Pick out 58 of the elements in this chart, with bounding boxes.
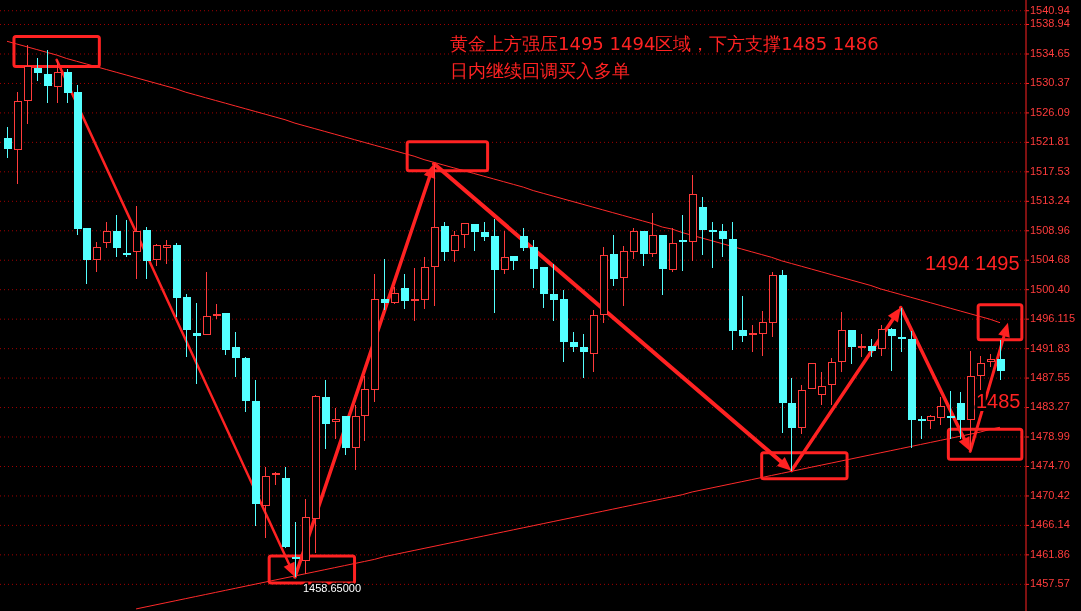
candlestick — [122, 219, 131, 258]
y-tick-label: 1513.24 — [1030, 194, 1070, 207]
candlestick — [92, 241, 101, 274]
y-tick-label: 1461.86 — [1030, 547, 1070, 560]
candlestick — [291, 521, 300, 578]
y-tick-label: 1483.27 — [1030, 400, 1070, 413]
y-tick-label: 1538.94 — [1030, 17, 1070, 30]
y-tick-label: 1521.81 — [1030, 135, 1070, 148]
candlestick — [112, 214, 121, 258]
y-tick-label: 1491.83 — [1030, 341, 1070, 354]
y-tick-label: 1466.14 — [1030, 518, 1070, 531]
text: 黄金上方强压1495 1494区域，下方支撑1485 1486 — [450, 33, 879, 54]
candlestick — [678, 213, 687, 272]
candlestick — [3, 125, 12, 159]
annotation: 1458.65000 — [302, 581, 362, 594]
y-tick-label: 1474.70 — [1030, 459, 1070, 472]
candlestick — [867, 337, 876, 358]
y-tick-label: 1526.09 — [1030, 105, 1070, 118]
candlestick — [450, 229, 459, 263]
candlestick — [996, 339, 1005, 382]
y-tick-label: 1457.57 — [1030, 577, 1070, 590]
candlestick — [500, 229, 509, 275]
candlestick — [857, 332, 866, 358]
candlestick — [827, 357, 836, 406]
candlestick — [43, 49, 52, 104]
text: 日内继续回调买入多单 — [450, 60, 630, 81]
y-tick-label: 1487.55 — [1030, 371, 1070, 383]
y-tick-label: 1540.94 — [1030, 3, 1070, 16]
candlestick — [579, 332, 588, 380]
candlestick — [380, 257, 389, 311]
candlestick — [847, 328, 856, 365]
candlestick — [132, 205, 141, 281]
candlestick — [976, 355, 985, 391]
candlestick — [400, 273, 409, 310]
y-tick-label: 1534.65 — [1030, 46, 1070, 59]
annotation: 1494 1495 — [925, 252, 1020, 274]
y-tick-label: 1517.53 — [1030, 164, 1070, 177]
y-tick-label: 1530.37 — [1030, 76, 1070, 89]
candlestick — [53, 59, 62, 104]
y-tick-label: 1508.96 — [1030, 223, 1070, 236]
candlestick — [648, 212, 657, 259]
candlestick — [887, 327, 896, 372]
candlestick — [202, 271, 211, 336]
y-tick-label: 1496.115 — [1030, 312, 1076, 325]
line-series — [135, 426, 1001, 610]
y-tick-label: 1470.42 — [1030, 488, 1070, 501]
y-tick-label: 1500.40 — [1030, 282, 1070, 295]
candlestick — [102, 221, 111, 249]
y-tick-label: 1504.68 — [1030, 253, 1070, 266]
candlestick — [639, 231, 648, 268]
candlestick — [877, 324, 886, 357]
candlestick — [897, 306, 906, 353]
candlestick — [460, 222, 469, 249]
candlestick — [192, 302, 201, 385]
y-tick-label: 1478.99 — [1030, 429, 1070, 442]
candlestick — [698, 196, 707, 256]
candlestick — [33, 57, 42, 82]
candlestick — [331, 407, 340, 440]
